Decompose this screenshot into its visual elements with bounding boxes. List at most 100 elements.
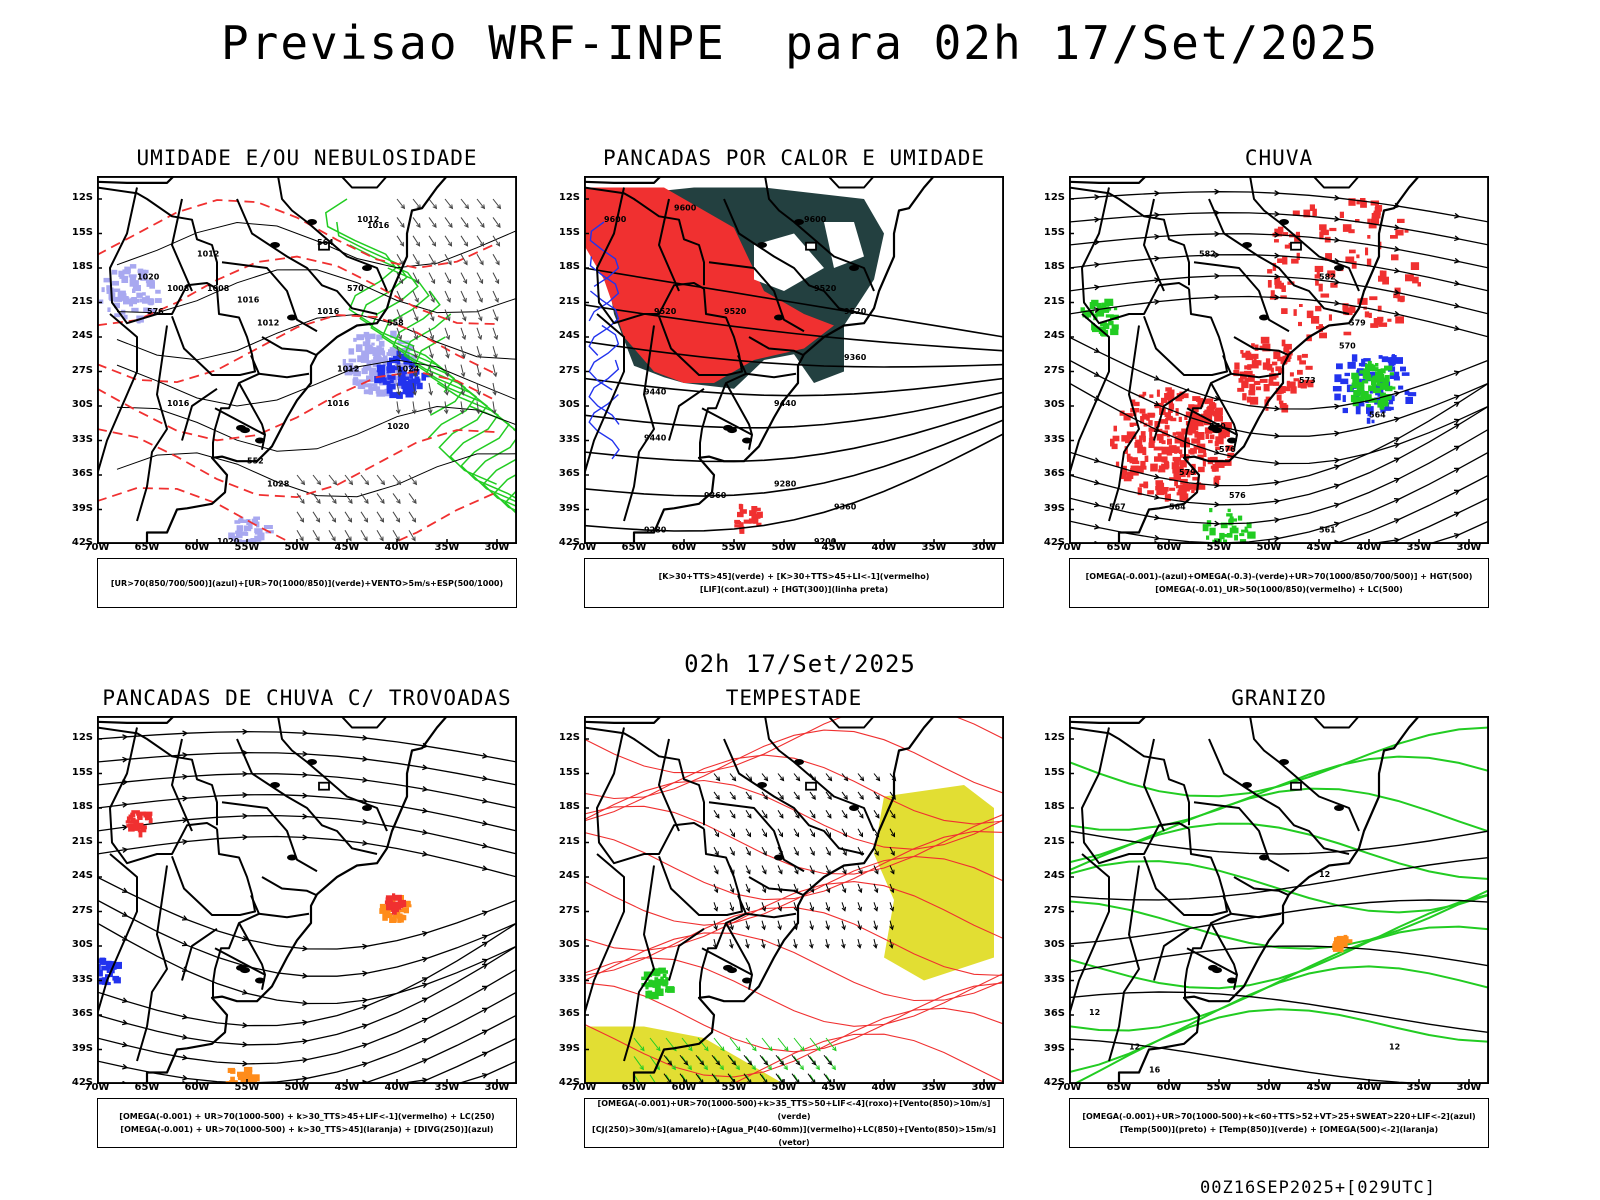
contour-label: 9360 [704, 491, 727, 500]
lon-tick-label: 35W [1406, 542, 1432, 553]
streamline-arrow [362, 776, 369, 783]
streamline [97, 1014, 517, 1084]
lat-tick-label: 36S [1043, 1008, 1065, 1019]
streamline-arrow [1094, 261, 1101, 268]
streamline-arrow [1274, 432, 1281, 439]
streamline-arrow [422, 807, 429, 814]
contour-line [589, 221, 620, 287]
lon-tick-label: 45W [1306, 1082, 1332, 1093]
rain-area [1349, 360, 1396, 410]
lon-tick-label: 55W [234, 1082, 260, 1093]
legend-line: [Temp(500)](preto) + [Temp(850)](verde) … [1119, 1125, 1439, 1134]
streamline-arrow [242, 770, 249, 777]
lon-tick-label: 30W [971, 542, 997, 553]
streamline-arrow [422, 829, 429, 836]
streamline-arrow [1393, 457, 1401, 463]
lon-tick-label: 60W [1156, 542, 1182, 553]
lat-tick-label: 42S [71, 537, 93, 548]
lat-tick-label: 12S [558, 732, 580, 743]
streamline-arrow [422, 764, 429, 771]
contour-label: 567 [1109, 503, 1126, 512]
streamline-arrow [361, 1061, 369, 1068]
contour-label: 12 [1089, 1008, 1100, 1017]
streamline-arrow [1333, 464, 1341, 471]
contour-line [584, 1007, 1004, 1078]
streamline-arrow [362, 840, 369, 846]
streamline-arrow [1214, 501, 1221, 508]
contour-line [116, 221, 517, 269]
streamline-arrow [481, 865, 489, 872]
lat-tick-label: 21S [71, 835, 93, 847]
lat-tick-label: 30S [1043, 939, 1065, 950]
panel-title: CHUVA [1244, 146, 1314, 170]
contour-label: 9600 [674, 204, 697, 213]
streamline-arrow [1453, 423, 1461, 429]
streamline-arrow [302, 1038, 309, 1045]
lon-tick-label: 40W [871, 1082, 897, 1093]
streamline-arrow [1274, 231, 1281, 238]
legend-line: [OMEGA(-0.001)-(azul)+OMEGA(-0.3)-(verde… [1085, 572, 1473, 581]
streamline-arrow [1454, 235, 1461, 242]
lat-tick-label: 33S [1043, 433, 1065, 445]
contour-label: 9360 [844, 353, 867, 362]
contour-label: 579 [1179, 468, 1196, 477]
streamline-arrow [1214, 294, 1221, 301]
contour-label: 9280 [644, 526, 667, 535]
valid-time-label: 02h 17/Set/2025 [684, 650, 916, 678]
lon-tick-label: 45W [334, 542, 360, 553]
contour-line [588, 324, 620, 391]
lat-tick-label: 27S [71, 904, 93, 916]
legend-line: [UR>70(850/700/500)](azul)+[UR>70(1000/8… [110, 578, 504, 588]
contour-label: 9520 [814, 284, 837, 293]
contour-label: 1020 [387, 422, 410, 431]
streamline-arrow [1334, 430, 1341, 437]
contour-line [381, 267, 456, 393]
wind-850-area [641, 967, 675, 1000]
streamline-arrow [1274, 294, 1281, 301]
forecast-map [584, 716, 1004, 1084]
lon-tick-label: 35W [434, 1082, 460, 1093]
streamline [97, 1037, 517, 1084]
streamline-arrow [1274, 273, 1281, 280]
contour-line [588, 256, 620, 322]
streamline-arrow [182, 752, 189, 759]
lat-tick-label: 15S [71, 766, 93, 778]
contour-line [584, 1033, 1004, 1084]
streamline-arrow [1274, 210, 1281, 217]
panel-legend: [OMEGA(-0.001)+UR>70(1000-500)+k>35_TTS>… [584, 1098, 1004, 1148]
legend-line: [OMEGA(-0.001) + UR>70(1000-500) + k>30_… [120, 1125, 494, 1134]
forecast-map: 12 12 12 12 16 [1069, 716, 1489, 1084]
streamline-arrow [1154, 514, 1161, 521]
streamline-arrow [1334, 279, 1341, 285]
lat-tick-label: 18S [558, 261, 580, 272]
contour-line [1069, 965, 1489, 1074]
streamline-arrow [421, 930, 429, 937]
panel-legend: [UR>70(850/700/500)](azul)+[UR>70(1000/8… [97, 558, 517, 608]
streamline-arrow [1214, 520, 1221, 527]
streamline-arrow [1454, 257, 1461, 264]
streamline-arrow [1454, 212, 1461, 219]
storm-cells [384, 893, 407, 915]
lat-tick-label: 30S [71, 399, 93, 410]
streamline-arrow [182, 1074, 189, 1081]
streamline-arrow [1333, 483, 1341, 490]
lat-tick-label: 36S [558, 1008, 580, 1019]
streamline-arrow [1454, 280, 1461, 287]
contour-label: 9360 [834, 503, 857, 512]
contour-label: 570 [1209, 422, 1226, 431]
lon-tick-label: 35W [921, 542, 947, 553]
streamline-arrow [242, 792, 249, 798]
lon-tick-label: 50W [771, 542, 797, 553]
streamline-arrow [1094, 523, 1101, 530]
streamline-arrow [1274, 517, 1281, 523]
streamline-arrow [122, 801, 129, 808]
contour-line [1069, 991, 1489, 1034]
lat-tick-label: 36S [1043, 468, 1065, 479]
rain-area [1110, 387, 1235, 502]
streamline [1069, 295, 1489, 338]
streamline-arrow [1093, 457, 1101, 464]
streamline [97, 752, 517, 786]
legend-line: [OMEGA(-0.001) + UR>70(1000-500) + k>30_… [119, 1112, 495, 1121]
streamline-arrow [1154, 190, 1161, 197]
forecast-map: 1012101610161008100810121020101610241012… [97, 176, 517, 544]
